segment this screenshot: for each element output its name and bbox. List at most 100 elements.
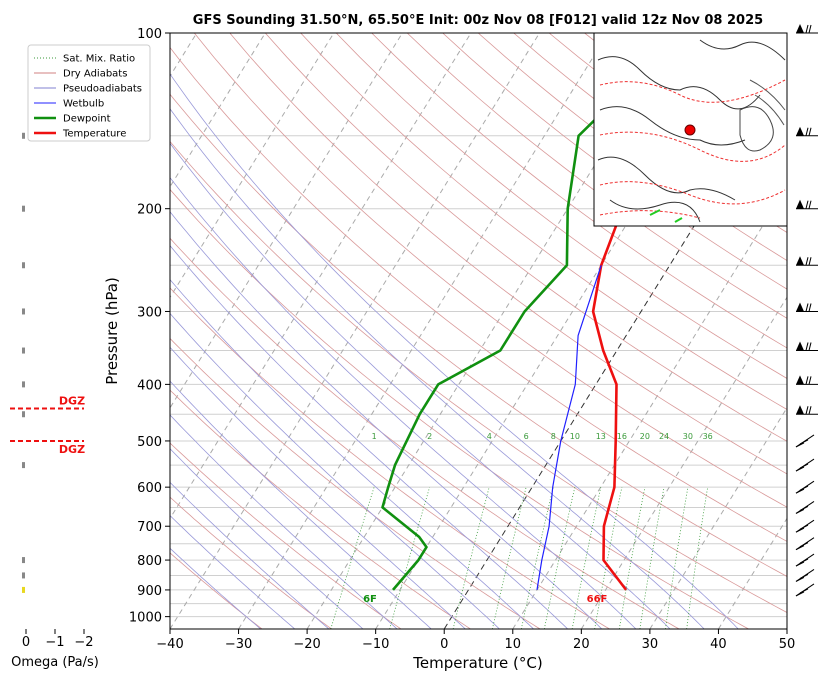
x-tick-label: −30 [225, 637, 252, 652]
mixing-ratio-label: 13 [596, 432, 606, 441]
dry-adiabat [406, 33, 787, 319]
inset-map [593, 32, 788, 227]
y-axis-ticks: 100 200 300 400 500 600 700 800 900 1000 [129, 27, 170, 626]
wind-barb [795, 501, 815, 514]
pseudoadiabat [170, 380, 432, 629]
omega-bar [22, 586, 25, 593]
omega-bar [22, 572, 25, 579]
legend-entry-label: Pseudoadiabats [63, 84, 142, 95]
background-adiabats [170, 33, 787, 629]
y-tick-label: 900 [137, 584, 162, 599]
x-tick-label: −20 [293, 637, 320, 652]
dry-adiabat [170, 287, 610, 629]
dry-adiabat [335, 33, 787, 379]
y-tick-label: 1000 [129, 611, 162, 626]
pseudoadiabat [170, 278, 534, 629]
wind-barb [796, 126, 818, 137]
y-axis-label: Pressure (hPa) [103, 277, 121, 385]
wind-barbs [795, 24, 818, 597]
x-tick-label: 10 [505, 637, 522, 652]
sounding-location-marker [684, 124, 696, 136]
x-tick-label: 40 [710, 637, 727, 652]
omega-bar [22, 381, 25, 388]
wind-barb [795, 553, 815, 567]
mixing-ratio-label: 10 [570, 432, 580, 441]
mixing-ratio-line [594, 487, 623, 629]
pseudoadiabat [170, 312, 500, 629]
x-axis-ticks: −40 −30 −20 −10 0 10 20 30 40 50 [156, 629, 795, 652]
y-tick-label: 400 [137, 378, 162, 393]
dgz-label: DGZ [59, 395, 85, 408]
dry-adiabat [193, 33, 787, 508]
mixing-ratio-label: 8 [551, 432, 556, 441]
y-tick-label: 200 [137, 203, 162, 218]
surface-dewpoint-label: 6F [363, 594, 377, 605]
omega-tick-label: −2 [74, 635, 93, 650]
dry-adiabat [170, 442, 402, 629]
wind-barb [796, 199, 818, 210]
mixing-ratio-label: 6 [524, 432, 529, 441]
x-axis-label: Temperature (°C) [412, 654, 542, 672]
mixing-ratio-line [452, 487, 490, 629]
wind-barb [796, 341, 818, 352]
dry-adiabat [170, 237, 680, 629]
omega-tick-label: 0 [22, 635, 30, 650]
series-dewpoint-line [381, 33, 685, 591]
dry-adiabat [170, 496, 332, 629]
mixing-ratio-line [665, 487, 689, 629]
pseudoadiabat [170, 481, 330, 629]
y-tick-label: 800 [137, 554, 162, 569]
omega-axis-label: Omega (Pa/s) [11, 655, 99, 670]
mixing-ratio-line [389, 487, 430, 629]
y-tick-label: 600 [137, 481, 162, 496]
pseudoadiabat [170, 108, 705, 629]
pseudoadiabat [170, 211, 603, 629]
inset-map-coastlines [597, 39, 786, 223]
mixing-ratio-label: 1 [372, 432, 377, 441]
mixing-ratio-label: 30 [683, 432, 693, 441]
omega-bar [22, 205, 25, 212]
pseudoadiabat [170, 176, 637, 629]
y-tick-label: 100 [137, 27, 162, 42]
dry-adiabat [170, 337, 541, 629]
wind-barb [795, 537, 815, 551]
mixing-ratio-line [571, 487, 602, 629]
x-tick-label: 0 [440, 637, 448, 652]
y-tick-label: 300 [137, 305, 162, 320]
wind-barb [796, 24, 818, 34]
wind-barb [796, 375, 818, 385]
dry-adiabat [170, 46, 787, 542]
wind-barb [795, 458, 815, 472]
mixing-ratio-label: 16 [617, 432, 627, 441]
dry-adiabat [371, 33, 787, 349]
omega-bar [22, 347, 25, 354]
x-tick-label: 50 [779, 637, 796, 652]
plot-frame [169, 32, 788, 630]
mixing-ratio-line [520, 487, 554, 629]
surface-temperature-label: 66F [587, 594, 608, 605]
wind-barb [795, 569, 815, 582]
dry-adiabat [300, 33, 787, 410]
omega-bar [22, 308, 25, 315]
legend-box [27, 44, 151, 142]
pseudoadiabat [170, 515, 296, 629]
wind-barb [796, 302, 818, 312]
mixing-ratio-label: 2 [427, 432, 432, 441]
x-tick-label: −40 [156, 637, 183, 652]
mixing-ratio-line [544, 487, 576, 629]
dry-adiabat [442, 33, 787, 290]
y-tick-label: 500 [137, 435, 162, 450]
mixing-ratio-labels: 1 2 4 6 8 10 13 16 20 24 30 36 [372, 432, 713, 441]
legend: Sat. Mix. Ratio Dry Adiabats Pseudoadiabat… [27, 44, 151, 142]
pseudoadiabat [170, 414, 398, 629]
pseudoadiabat [170, 346, 466, 629]
pseudoadiabat [170, 245, 568, 629]
dry-adiabat [170, 389, 471, 629]
dry-adiabat [170, 140, 787, 613]
omega-bar [22, 132, 25, 139]
legend-entry-label: Temperature [62, 129, 126, 140]
wind-barb [796, 256, 818, 266]
dgz-label: DGZ [59, 443, 85, 456]
legend-entry-label: Sat. Mix. Ratio [63, 54, 135, 65]
